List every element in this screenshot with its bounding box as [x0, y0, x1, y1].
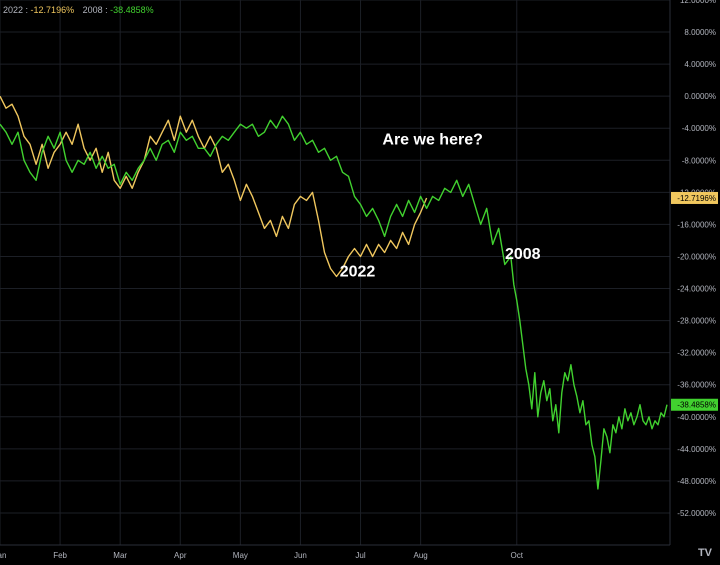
y-tick-label: -36.0000%: [677, 381, 716, 390]
x-tick-label: Mar: [113, 551, 127, 560]
annotation-label: 2022: [340, 264, 376, 281]
x-tick-label: Jun: [294, 551, 307, 560]
y-tick-label: -40.0000%: [677, 413, 716, 422]
y-tick-label: -52.0000%: [677, 509, 716, 518]
y-tick-label: -44.0000%: [677, 445, 716, 454]
y-tick-label: -16.0000%: [677, 220, 716, 229]
legend-2022-value: -12.7196%: [30, 5, 75, 15]
x-tick-label: Oct: [511, 551, 524, 560]
y-axis: 12.0000% 8.0000% 4.0000% 0.0000% -4.0000% -8.…: [671, 0, 718, 518]
chart-legend: 2022 : -12.7196% 2008 : -38.4858%: [3, 5, 154, 15]
x-tick-label: Feb: [53, 551, 67, 560]
annotation-label: Are we here?: [382, 131, 482, 148]
y-tick-label: -28.0000%: [677, 317, 716, 326]
x-tick-label: Apr: [174, 551, 187, 560]
y-tick-label: 8.0000%: [684, 28, 716, 37]
x-tick-label: May: [233, 551, 248, 560]
chart-series: [0, 95, 668, 490]
legend-2008-value: -38.4858%: [110, 5, 154, 15]
tradingview-logo: TV: [697, 547, 712, 559]
series-line-2008: [0, 115, 668, 490]
last-value-badge-2008: [671, 398, 718, 411]
y-tick-label: -8.0000%: [682, 156, 716, 165]
y-tick-label: -48.0000%: [677, 477, 716, 486]
y-tick-label: -32.0000%: [677, 349, 716, 358]
y-tick-label: -20.0000%: [677, 252, 716, 261]
series-line-2022: [0, 95, 428, 278]
y-tick-label: 12.0000%: [680, 0, 716, 5]
last-value-badge-2022: [671, 191, 718, 204]
x-tick-label: Jul: [355, 551, 365, 560]
legend-2022-label: 2022 :: [3, 5, 29, 15]
last-value-label-2022: -12.7196%: [677, 194, 716, 203]
chart-annotations: Are we here? 2008 2022: [340, 131, 541, 280]
y-tick-label: -4.0000%: [682, 124, 716, 133]
y-tick-label: 0.0000%: [684, 92, 716, 101]
chart-grid: [0, 0, 671, 546]
legend-2008-label: 2008 :: [82, 5, 108, 15]
y-tick-label: -24.0000%: [677, 285, 716, 294]
last-value-label-2008: -38.4858%: [677, 401, 716, 410]
y-tick-label: 4.0000%: [684, 60, 716, 69]
x-tick-label: Jan: [0, 551, 6, 560]
x-tick-label: Aug: [414, 551, 428, 560]
x-axis: Jan Feb Mar Apr May Jun Jul Aug Oct: [0, 551, 524, 560]
annotation-label: 2008: [505, 246, 541, 263]
